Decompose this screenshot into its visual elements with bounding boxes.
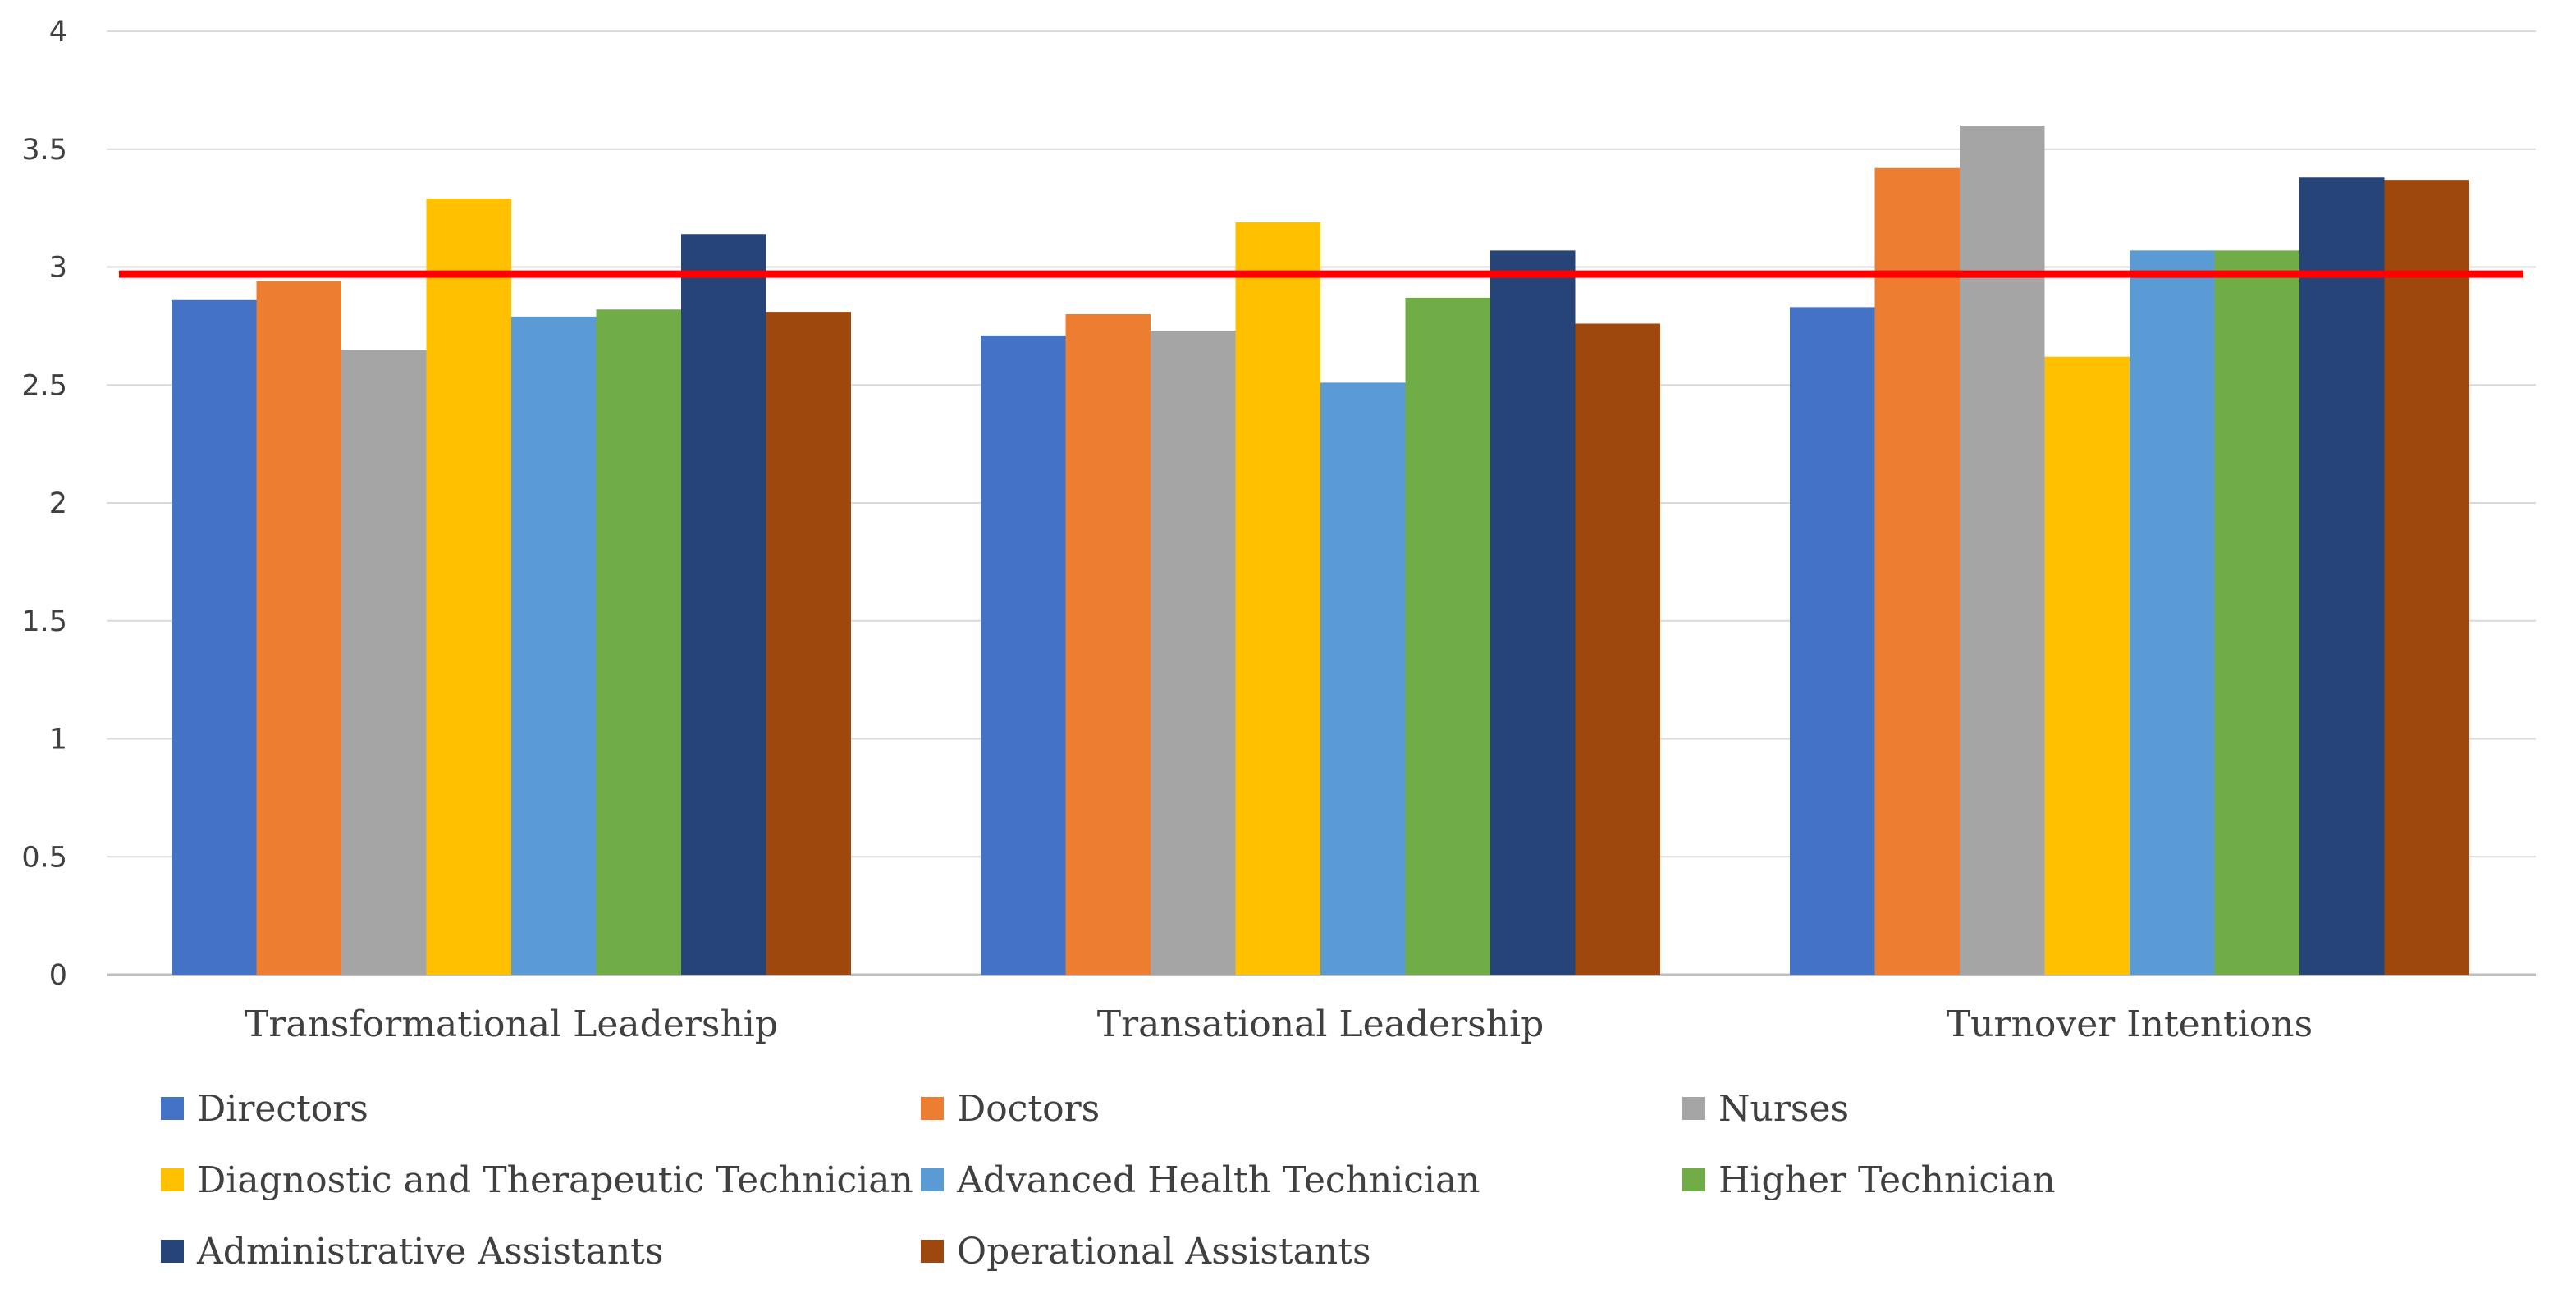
bar bbox=[511, 316, 597, 975]
legend: Directors Doctors Nurses Diagnostic and The… bbox=[161, 1088, 2056, 1273]
y-tick-label: 4 bbox=[49, 16, 67, 48]
bar bbox=[766, 312, 851, 975]
bar bbox=[2130, 250, 2215, 975]
legend-swatch bbox=[161, 1097, 184, 1120]
legend-swatch bbox=[921, 1240, 944, 1263]
bar bbox=[596, 309, 681, 975]
bar bbox=[1874, 167, 1960, 975]
bar bbox=[1151, 331, 1236, 975]
legend-swatch bbox=[921, 1168, 944, 1191]
legend-label: Doctors bbox=[957, 1088, 1100, 1130]
legend-label: Advanced Health Technician bbox=[956, 1159, 1480, 1201]
legend-label: Operational Assistants bbox=[957, 1231, 1371, 1273]
bar bbox=[1790, 307, 1875, 975]
legend-label: Higher Technician bbox=[1718, 1159, 2056, 1201]
y-tick-label: 2.5 bbox=[21, 369, 67, 402]
bar bbox=[1320, 382, 1406, 975]
bars bbox=[172, 126, 2469, 975]
legend-swatch bbox=[921, 1097, 944, 1120]
legend-label: Diagnostic and Therapeutic Technician bbox=[197, 1159, 913, 1201]
legend-swatch bbox=[1682, 1097, 1705, 1120]
y-tick-label: 0 bbox=[49, 959, 67, 992]
x-axis-labels: Transformational Leadership Transational … bbox=[245, 1003, 2313, 1045]
bar bbox=[341, 350, 427, 975]
bar bbox=[256, 281, 341, 975]
bar bbox=[1490, 250, 1576, 975]
bar bbox=[2299, 177, 2385, 975]
x-category-label: Transational Leadership bbox=[1097, 1003, 1544, 1045]
bar bbox=[681, 234, 766, 975]
y-tick-label: 0.5 bbox=[21, 841, 67, 874]
y-tick-label: 2 bbox=[49, 487, 67, 520]
legend-swatch bbox=[1682, 1168, 1705, 1191]
bar bbox=[1065, 314, 1151, 975]
legend-swatch bbox=[161, 1240, 184, 1263]
legend-label: Nurses bbox=[1718, 1088, 1849, 1130]
bar bbox=[1575, 323, 1660, 975]
y-tick-label: 1.5 bbox=[21, 606, 67, 638]
bar bbox=[172, 299, 257, 975]
bar bbox=[1960, 126, 2045, 975]
x-category-label: Transformational Leadership bbox=[245, 1003, 778, 1045]
y-tick-label: 1 bbox=[49, 724, 67, 756]
legend-label: Administrative Assistants bbox=[196, 1231, 663, 1273]
bar bbox=[2214, 250, 2299, 975]
legend-swatch bbox=[161, 1168, 184, 1191]
y-tick-label: 3.5 bbox=[21, 134, 67, 167]
bar bbox=[2044, 356, 2130, 975]
bar bbox=[426, 199, 511, 975]
bar bbox=[981, 335, 1066, 975]
y-tick-label: 3 bbox=[49, 252, 67, 285]
bar bbox=[1405, 297, 1490, 975]
y-axis-ticks: 0 0.5 1 1.5 2 2.5 3 3.5 4 bbox=[21, 16, 67, 992]
bar bbox=[2384, 180, 2469, 975]
x-category-label: Turnover Intentions bbox=[1947, 1003, 2313, 1045]
bar bbox=[1235, 222, 1320, 975]
legend-label: Directors bbox=[197, 1088, 368, 1130]
